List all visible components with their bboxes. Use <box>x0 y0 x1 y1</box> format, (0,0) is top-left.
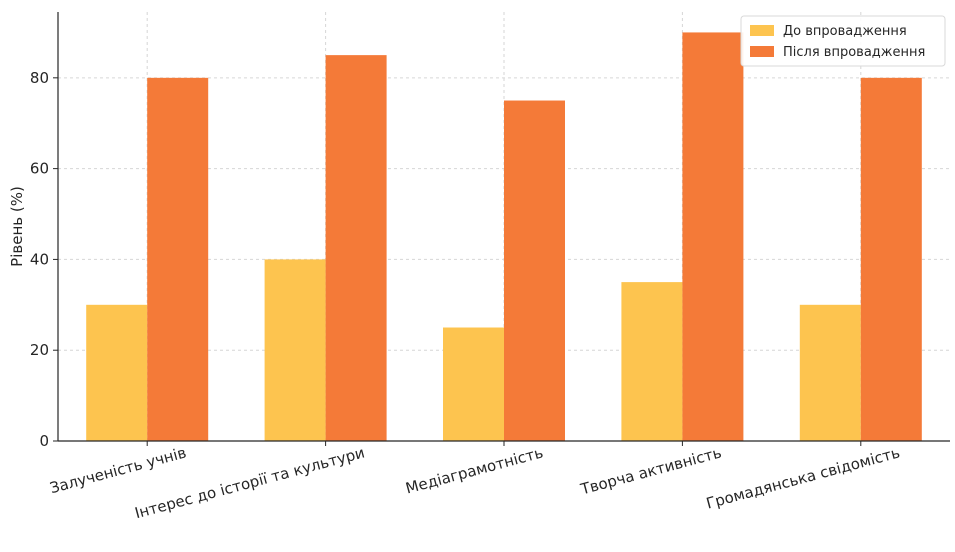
legend: До впровадження Після впровадження <box>740 15 946 67</box>
bar-before-2 <box>443 327 504 441</box>
y-axis-title: Рівень (%) <box>8 186 26 267</box>
legend-frame <box>740 15 946 67</box>
category-label-2: Медіаграмотність <box>404 443 545 497</box>
y-tick-label-60: 60 <box>30 160 49 178</box>
y-tick-label-80: 80 <box>30 69 49 87</box>
bar-after-2 <box>504 100 565 442</box>
category-label-0: Залученість учнів <box>48 443 188 497</box>
bar-after-1 <box>325 55 387 441</box>
bar-before-0 <box>86 304 148 441</box>
legend-swatch-1 <box>750 46 774 57</box>
bar-before-1 <box>264 259 326 441</box>
y-tick-labels: 0 20 40 60 80 <box>30 69 49 450</box>
bar-before-3 <box>621 282 683 441</box>
axes <box>53 12 950 446</box>
legend-label-1: Після впровадження <box>783 45 925 60</box>
legend-label-0: До впровадження <box>783 24 907 39</box>
bars <box>86 32 922 442</box>
bar-after-4 <box>860 77 922 442</box>
bar-after-3 <box>682 32 744 442</box>
legend-swatch-0 <box>750 25 774 36</box>
y-tick-label-0: 0 <box>39 432 49 450</box>
bar-before-4 <box>799 304 861 441</box>
bar-after-0 <box>147 77 209 442</box>
category-label-3: Творча активність <box>578 443 724 498</box>
y-tick-label-40: 40 <box>30 250 49 268</box>
y-tick-label-20: 20 <box>30 341 49 359</box>
category-label-4: Громадянська свідомість <box>704 443 902 512</box>
